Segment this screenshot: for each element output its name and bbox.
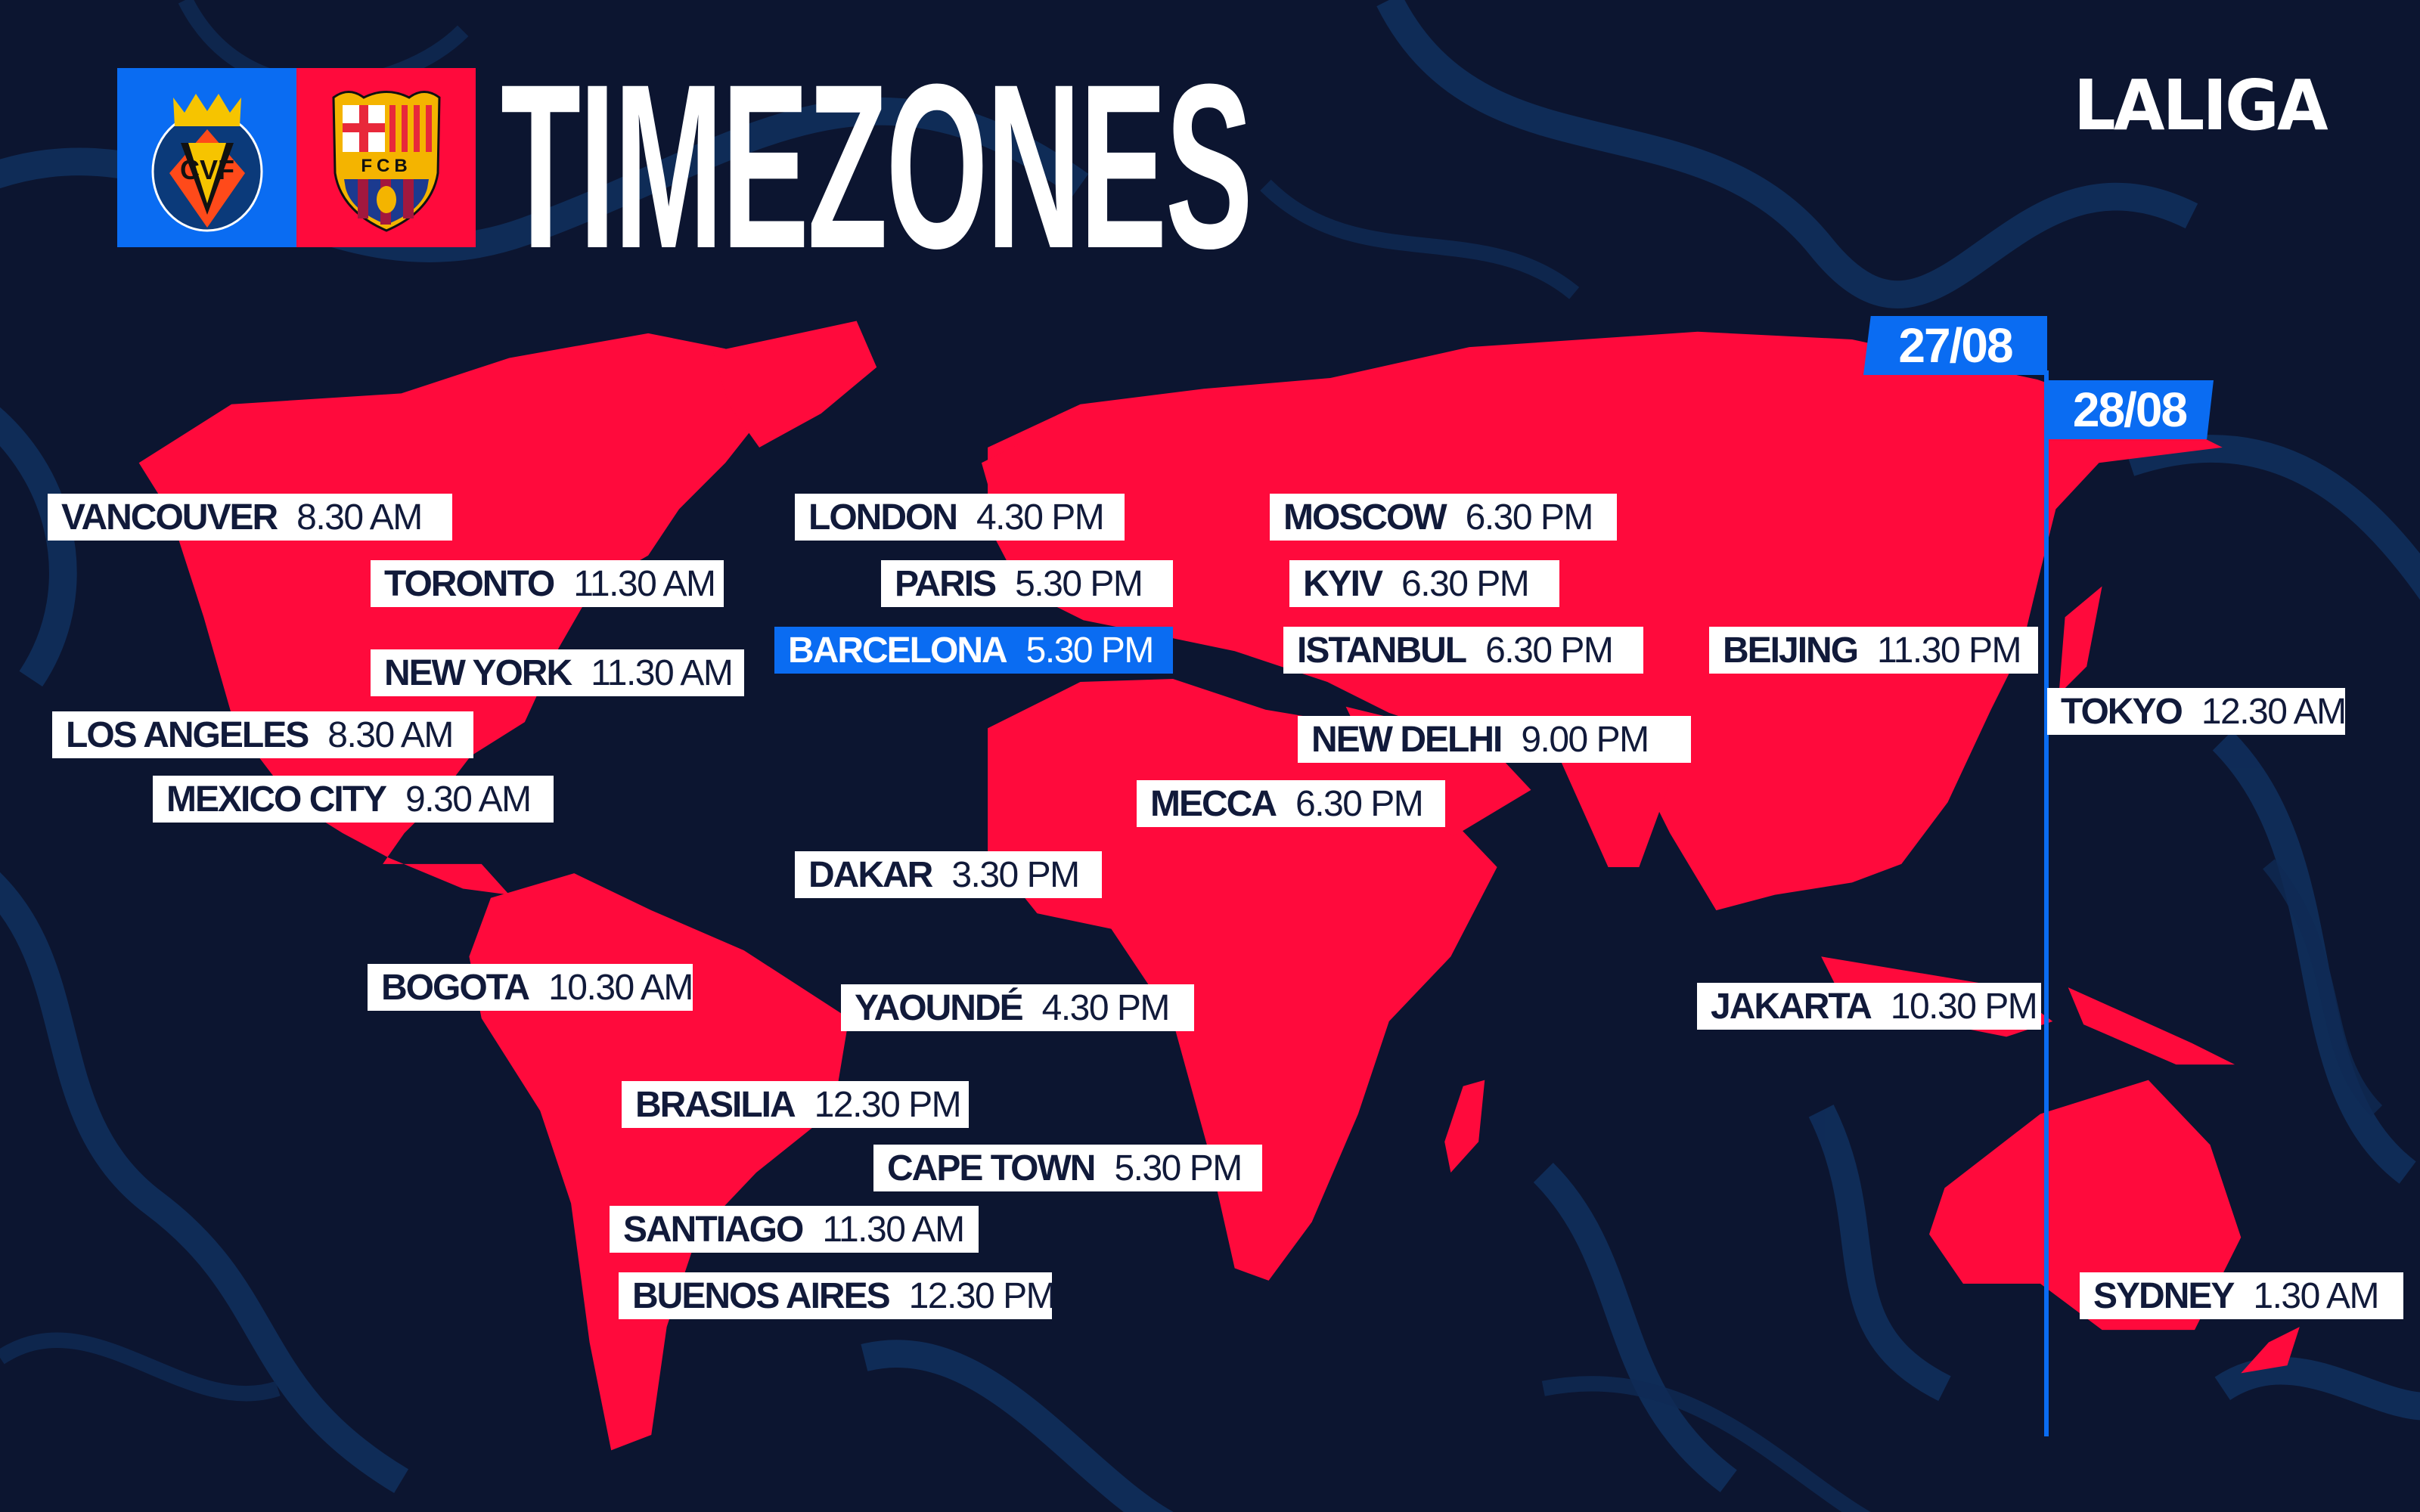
south-america [469, 873, 849, 1451]
city-name: VANCOUVER [61, 497, 278, 538]
city-name: LONDON [808, 497, 958, 538]
city-name: DAKAR [808, 854, 933, 895]
city-time: 4.30 PM [1041, 987, 1171, 1028]
city-time-label: PARIS 5.30 PM [881, 560, 1173, 607]
australia [1929, 1080, 2242, 1331]
city-time: 10.30 PM [1890, 986, 2038, 1027]
new-zealand [2241, 1327, 2300, 1374]
city-time: 6.30 PM [1295, 783, 1424, 824]
city-time: 12.30 PM [814, 1084, 962, 1125]
city-name: MECCA [1150, 783, 1277, 824]
crest-initials: CVF [180, 154, 234, 185]
city-time-label: BOGOTA 10.30 AM [368, 964, 693, 1011]
city-time-label: BEIJING 11.30 PM [1709, 627, 2038, 674]
city-time: 8.30 AM [327, 714, 454, 755]
laliga-logo: LALIGA [2074, 65, 2328, 146]
city-time: 11.30 PM [1877, 630, 2021, 671]
city-name: TOKYO [2061, 691, 2183, 732]
villarreal-crest-tile: CVF [117, 68, 296, 247]
barcelona-crest-icon: FCB [331, 90, 441, 232]
city-time: 6.30 PM [1465, 497, 1594, 538]
uk [981, 444, 1032, 507]
city-time-label: MOSCOW 6.30 PM [1270, 494, 1617, 541]
city-time: 9.00 PM [1521, 719, 1649, 760]
city-time: 11.30 AM [822, 1209, 965, 1250]
city-name: CAPE TOWN [887, 1148, 1096, 1188]
crest-initials: FCB [361, 156, 411, 176]
city-name: BUENOS AIRES [632, 1275, 891, 1316]
greenland [712, 321, 877, 448]
city-time: 9.30 AM [405, 779, 532, 820]
date-flag-after: 28/08 [2046, 380, 2214, 439]
city-time-label: CAPE TOWN 5.30 PM [873, 1145, 1262, 1191]
city-name: LOS ANGELES [66, 714, 309, 755]
city-time: 6.30 PM [1401, 563, 1530, 604]
city-time-label: SYDNEY 1.30 AM [2080, 1272, 2403, 1319]
city-name: JAKARTA [1711, 986, 1872, 1027]
city-name: BOGOTA [381, 967, 530, 1008]
page-title: TIMEZONES [501, 35, 1253, 297]
city-time-label: LONDON 4.30 PM [795, 494, 1125, 541]
city-name: NEW YORK [384, 652, 572, 693]
city-time: 5.30 PM [1015, 563, 1143, 604]
city-time-label: YAOUNDÉ 4.30 PM [841, 984, 1194, 1031]
city-name: NEW DELHI [1311, 719, 1503, 760]
africa [988, 678, 1497, 1281]
city-time-label: TORONTO 11.30 AM [371, 560, 724, 607]
date-flag-before: 27/08 [1863, 316, 2047, 375]
city-time: 5.30 PM [1025, 630, 1155, 671]
city-name: TORONTO [384, 563, 555, 604]
city-name: SANTIAGO [623, 1209, 804, 1250]
japan [2059, 586, 2102, 695]
city-time-label: BRASILIA 12.30 PM [622, 1081, 969, 1128]
city-time: 12.30 AM [2201, 691, 2345, 732]
city-time: 11.30 AM [591, 652, 734, 693]
city-time-label: NEW DELHI 9.00 PM [1298, 716, 1691, 763]
city-time-label: JAKARTA 10.30 PM [1697, 983, 2041, 1030]
city-time-label: BUENOS AIRES 12.30 PM [619, 1272, 1052, 1319]
city-time: 6.30 PM [1485, 630, 1614, 671]
city-time: 8.30 AM [296, 497, 423, 538]
city-name: SYDNEY [2093, 1275, 2235, 1316]
city-name: BRASILIA [635, 1084, 796, 1125]
city-time-label: DAKAR 3.30 PM [795, 851, 1102, 898]
barcelona-crest-tile: FCB [296, 68, 476, 247]
city-time: 10.30 AM [548, 967, 693, 1008]
villarreal-crest-icon: CVF [151, 93, 262, 231]
city-name: ISTANBUL [1297, 630, 1467, 671]
city-name: KYIV [1303, 563, 1383, 604]
date-line [2044, 370, 2049, 1436]
city-name: BEIJING [1723, 630, 1859, 671]
madagascar [1444, 1080, 1485, 1173]
city-time-label: KYIV 6.30 PM [1289, 560, 1559, 607]
city-time: 11.30 AM [573, 563, 716, 604]
city-time: 3.30 PM [951, 854, 1080, 895]
city-time: 12.30 PM [908, 1275, 1052, 1316]
city-time: 1.30 AM [2253, 1275, 2379, 1316]
city-name: MEXICO CITY [166, 779, 387, 820]
city-time-label: BARCELONA 5.30 PM [774, 627, 1173, 674]
city-time-label: SANTIAGO 11.30 AM [610, 1206, 979, 1253]
city-time-label: ISTANBUL 6.30 PM [1283, 627, 1643, 674]
city-time-label: LOS ANGELES 8.30 AM [52, 711, 473, 758]
city-time-label: MECCA 6.30 PM [1137, 780, 1445, 827]
city-time-label: NEW YORK 11.30 AM [371, 649, 744, 696]
city-name: YAOUNDÉ [855, 987, 1024, 1028]
city-time-label: TOKYO 12.30 AM [2047, 688, 2345, 735]
eurasia [988, 331, 2223, 911]
city-name: PARIS [895, 563, 997, 604]
city-name: MOSCOW [1283, 497, 1447, 538]
city-time: 5.30 PM [1114, 1148, 1243, 1188]
city-time: 4.30 PM [976, 497, 1105, 538]
city-time-label: MEXICO CITY 9.30 AM [153, 776, 554, 823]
city-time-label: VANCOUVER 8.30 AM [48, 494, 452, 541]
city-name: BARCELONA [788, 630, 1008, 671]
